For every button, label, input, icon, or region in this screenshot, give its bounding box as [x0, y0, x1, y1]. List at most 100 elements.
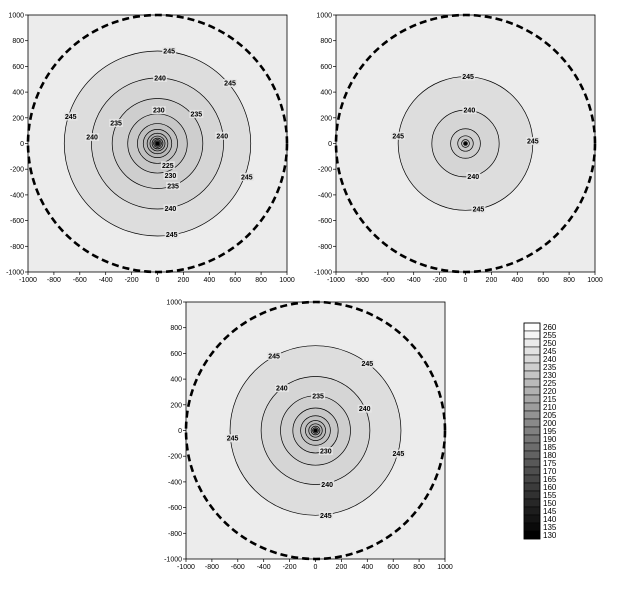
legend-label: 215	[543, 395, 557, 404]
x-tick-label: 800	[563, 277, 575, 284]
contour-label: 245	[65, 114, 77, 121]
y-tick-label: 200	[12, 115, 24, 122]
contour-label: 245	[227, 436, 239, 443]
legend-swatch	[523, 442, 541, 452]
x-tick-label: -400	[99, 277, 113, 284]
contour-label-bg	[360, 359, 375, 368]
contour-label: 235	[191, 111, 203, 118]
contour-label: 245	[163, 48, 175, 55]
contour-core	[155, 141, 160, 146]
contour-core	[313, 428, 318, 433]
y-tick-label: 800	[12, 38, 24, 45]
contour-core	[463, 141, 468, 146]
legend-swatch	[523, 474, 541, 484]
contour-label: 240	[359, 406, 371, 413]
contour-group	[397, 76, 534, 211]
legend-label: 230	[543, 371, 557, 380]
legend-label: 135	[543, 523, 557, 532]
legend-label: 205	[543, 411, 557, 420]
x-tick-label: -800	[355, 277, 369, 284]
contour-label-bg	[215, 131, 230, 140]
contour-label: 240	[165, 206, 177, 213]
contour-label: 225	[162, 163, 174, 170]
contour-label-bg	[63, 112, 78, 121]
x-tick-label: 400	[511, 277, 523, 284]
contour-label: 245	[320, 513, 332, 520]
y-tick-label: 0	[328, 141, 332, 148]
legend-swatch	[523, 458, 541, 468]
legend-label: 150	[543, 499, 557, 508]
x-tick-label: -400	[407, 277, 421, 284]
y-tick-label: -1000	[314, 270, 332, 277]
y-tick-label: 1000	[166, 300, 182, 307]
legend-swatch	[523, 482, 541, 492]
contour-label: 235	[110, 120, 122, 127]
contour-label-bg	[462, 106, 477, 115]
x-tick-label: 1000	[437, 564, 453, 571]
x-tick-label: -1000	[177, 564, 195, 571]
x-tick-label: 400	[361, 564, 373, 571]
contour-label: 240	[276, 386, 288, 393]
legend-swatch	[523, 522, 541, 532]
y-tick-label: -400	[10, 192, 24, 199]
y-tick-label: -200	[10, 167, 24, 174]
contour-label: 230	[165, 173, 177, 180]
legend-label: 200	[543, 419, 557, 428]
x-tick-label: 0	[314, 564, 318, 571]
x-tick-label: 600	[387, 564, 399, 571]
contour-label-bg	[151, 106, 166, 115]
legend-swatch	[523, 410, 541, 420]
legend-swatch	[523, 354, 541, 364]
y-tick-label: 600	[12, 64, 24, 71]
legend-label: 245	[543, 347, 557, 356]
contour-label-bg	[163, 204, 178, 213]
legend-label: 170	[543, 467, 557, 476]
contour-label-bg	[166, 181, 181, 190]
legend-label: 160	[543, 483, 557, 492]
contour-label-bg	[471, 205, 486, 214]
x-tick-label: 600	[229, 277, 241, 284]
contour-label-bg	[153, 73, 168, 82]
x-tick-label: -600	[381, 277, 395, 284]
x-tick-label: 0	[156, 277, 160, 284]
contour-label-bg	[318, 511, 333, 520]
legend-swatch	[523, 402, 541, 412]
contour-group	[229, 345, 402, 516]
contour-label: 240	[216, 133, 228, 140]
panel-2: 245 245 245 245 240 240 -1000 -800 -600 -400 -200 0…	[314, 13, 603, 285]
legend-swatch	[523, 506, 541, 516]
legend-swatch	[523, 418, 541, 428]
contour-label: 235	[312, 393, 324, 400]
legend-swatch	[523, 346, 541, 356]
contour-label-bg	[267, 351, 282, 360]
contour-label-bg	[466, 172, 481, 181]
legend-swatch	[523, 450, 541, 460]
contour-label: 245	[361, 361, 373, 368]
contour-label-bg	[274, 384, 289, 393]
legend-label: 220	[543, 387, 557, 396]
x-tick-label: 400	[203, 277, 215, 284]
contour-label-bg	[525, 136, 540, 145]
contour-label: 240	[464, 108, 476, 115]
x-tick-label: -200	[283, 564, 297, 571]
contour-label-bg	[85, 133, 100, 142]
y-tick-label: -800	[318, 244, 332, 251]
y-tick-label: 400	[320, 90, 332, 97]
contour-label-bg	[162, 46, 177, 55]
legend-label: 155	[543, 491, 557, 500]
contour-label-bg	[239, 172, 254, 181]
y-tick-label: 600	[320, 64, 332, 71]
legend-label: 145	[543, 507, 557, 516]
contour-label: 235	[167, 183, 179, 190]
y-tick-label: -600	[168, 505, 182, 512]
legend-label: 175	[543, 459, 557, 468]
x-tick-label: -600	[231, 564, 245, 571]
y-tick-label: -200	[168, 454, 182, 461]
contour-label: 245	[268, 353, 280, 360]
legend-swatch	[523, 330, 541, 340]
x-tick-label: -400	[257, 564, 271, 571]
x-tick-label: 1000	[279, 277, 295, 284]
x-tick-label: -200	[433, 277, 447, 284]
contour-label-bg	[189, 109, 204, 118]
y-tick-label: -600	[318, 218, 332, 225]
